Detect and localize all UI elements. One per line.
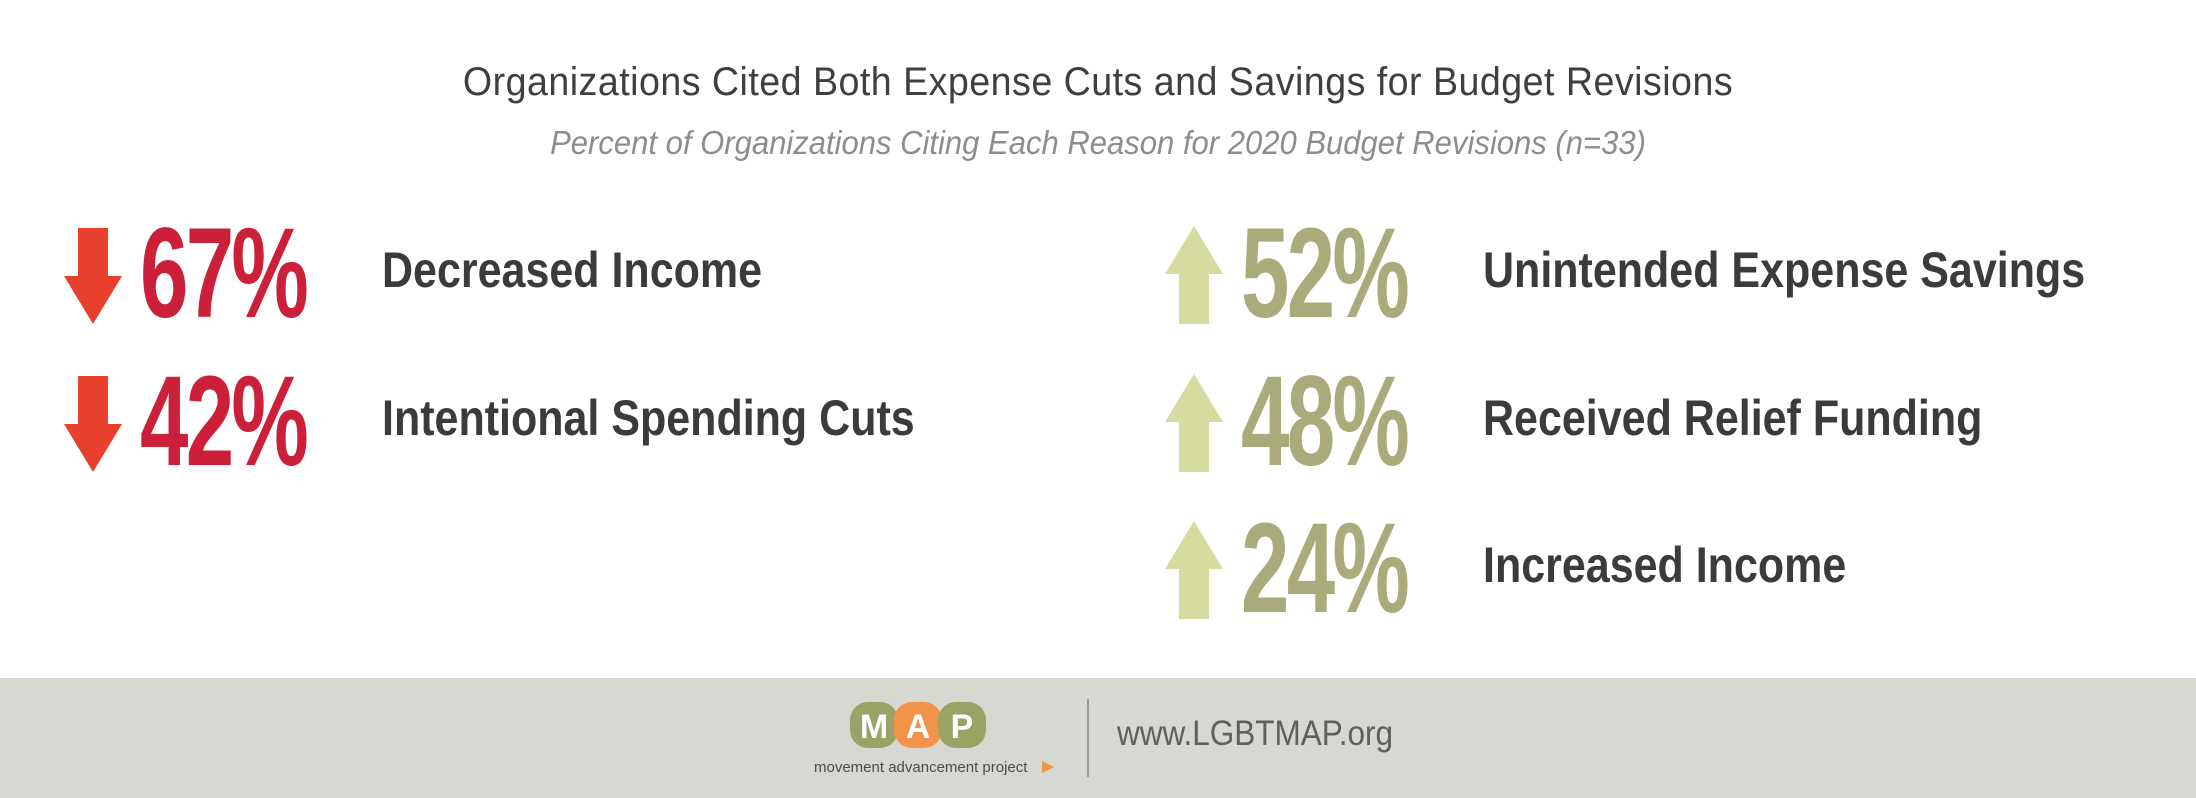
logo-letter-m: M xyxy=(860,708,888,746)
logo-p-bubble xyxy=(938,702,986,748)
arrow-down-icon xyxy=(64,228,122,324)
logo-letter-a: A xyxy=(906,708,931,746)
reason-label: Received Relief Funding xyxy=(1483,390,1983,446)
arrow-down-icon xyxy=(64,376,122,472)
reason-label: Decreased Income xyxy=(382,242,763,298)
percent-value: 52% xyxy=(1241,202,1410,345)
footer-bar: M A P movement advancement project www.L… xyxy=(0,678,2196,798)
arrow-up-icon xyxy=(1165,226,1223,324)
stat-row: 48% Received Relief Funding xyxy=(1163,350,2163,493)
logo-play-icon xyxy=(1042,761,1054,773)
footer-divider xyxy=(1087,699,1089,777)
logo-tagline: movement advancement project xyxy=(814,759,1028,776)
arrow-up-icon xyxy=(1165,521,1223,619)
map-logo[interactable]: M A P movement advancement project xyxy=(814,700,1054,780)
reason-label: Unintended Expense Savings xyxy=(1483,242,2086,298)
logo-a-bubble xyxy=(894,702,942,748)
percent-value: 24% xyxy=(1241,497,1410,640)
stat-row: 52% Unintended Expense Savings xyxy=(1163,202,2163,345)
logo-m-bubble xyxy=(850,702,898,748)
chart-title: Organizations Cited Both Expense Cuts an… xyxy=(462,60,1734,104)
website-link[interactable]: www.LGBTMAP.org xyxy=(1117,714,1394,753)
percent-value: 42% xyxy=(140,350,309,493)
logo-letter-p: P xyxy=(951,708,974,746)
stat-row: 24% Increased Income xyxy=(1163,497,2163,640)
stat-row: 67% Decreased Income xyxy=(62,202,1062,345)
reason-label: Intentional Spending Cuts xyxy=(382,390,915,446)
arrow-up-icon xyxy=(1165,374,1223,472)
stat-row: 42% Intentional Spending Cuts xyxy=(62,350,1062,493)
chart-subtitle: Percent of Organizations Citing Each Rea… xyxy=(550,124,1646,161)
percent-value: 67% xyxy=(140,202,309,345)
percent-value: 48% xyxy=(1241,350,1410,493)
reason-label: Increased Income xyxy=(1483,537,1847,593)
